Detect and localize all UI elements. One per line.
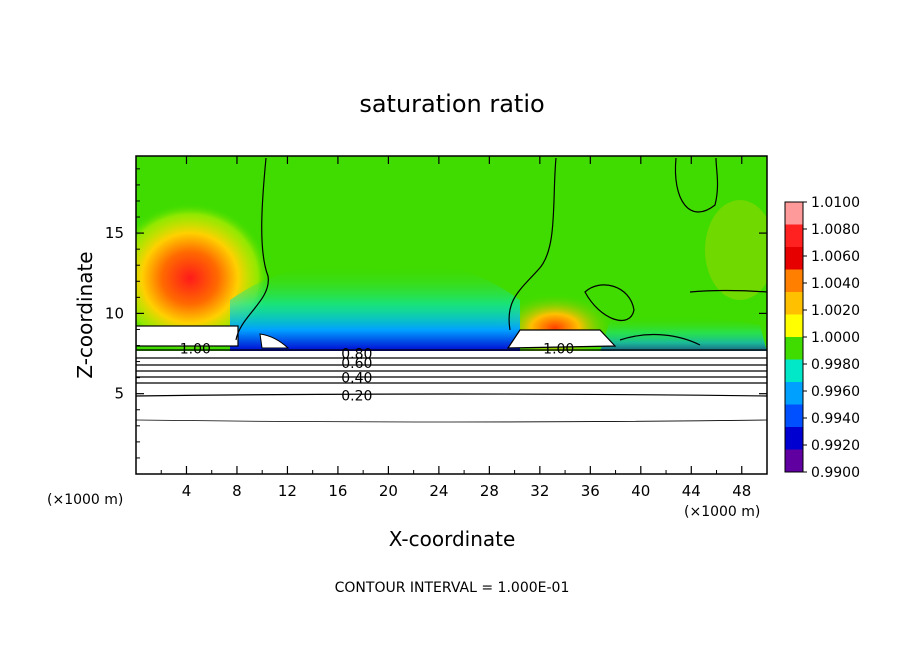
- contour-label: 0.80: [341, 347, 372, 363]
- colorbar-segment: [785, 449, 803, 473]
- x-tick-label: 8: [232, 482, 242, 500]
- colorbar-segment: [785, 404, 803, 428]
- colorbar-segment: [785, 314, 803, 338]
- x-tick-label: 24: [429, 482, 448, 500]
- colorbar-label: 1.0060: [811, 249, 860, 265]
- x-tick-label: 12: [278, 482, 297, 500]
- colorbar-label: 0.9980: [811, 357, 860, 373]
- y-tick-label: 10: [105, 304, 124, 322]
- x-tick-label: 44: [682, 482, 701, 500]
- colorbar-segment: [785, 202, 803, 225]
- y-tick-label: 5: [114, 385, 124, 403]
- colorbar-label: 1.0020: [811, 303, 860, 319]
- colorbar-label: 1.0040: [811, 276, 860, 292]
- contour-label: 0.60: [341, 356, 372, 372]
- x-axis: 4 8 12 16 20 24 28 32 36 40 44 48: [160, 156, 768, 500]
- colorbar-label: 0.9960: [811, 384, 860, 400]
- x-tick-label: 36: [581, 482, 600, 500]
- colorbar-label: 0.9940: [811, 411, 860, 427]
- x-unit-left: (×1000 m): [47, 492, 123, 508]
- contour-label: 0.20: [341, 388, 372, 404]
- colorbar-segment: [785, 269, 803, 293]
- contour-labels: 1.00 1.00 0.800.600.400.20: [180, 342, 575, 405]
- y-axis-label: Z-coordinate: [73, 251, 97, 378]
- colorbar-label: 1.0080: [811, 222, 860, 238]
- plot-frame: [135, 155, 768, 475]
- colorbar-segment: [785, 292, 803, 315]
- contour-interval: CONTOUR INTERVAL = 1.000E-01: [335, 580, 570, 596]
- colorbar-label: 1.0000: [811, 330, 860, 346]
- x-tick-label: 20: [379, 482, 398, 500]
- y-tick-label: 15: [105, 224, 124, 242]
- x-axis-label: X-coordinate: [389, 527, 516, 551]
- colorbar-label: 0.9900: [811, 465, 860, 481]
- contour-label: 1.00: [543, 342, 574, 358]
- colorbar-segment: [785, 427, 803, 450]
- chart-title: saturation ratio: [359, 90, 544, 118]
- colorbar-segment: [785, 382, 803, 405]
- x-tick-label: 48: [732, 482, 751, 500]
- x-unit-right: (×1000 m): [684, 504, 760, 520]
- colorbar-segment: [785, 359, 803, 383]
- x-tick-label: 16: [328, 482, 347, 500]
- colorbar: 1.0100 1.0080 1.0060 1.0040 1.0020 1.0000 0.99…: [784, 195, 860, 481]
- colorbar-segment: [785, 337, 803, 360]
- colorbar-label: 1.0100: [811, 195, 860, 211]
- colorbar-segment: [785, 224, 803, 248]
- contour-label: 1.00: [180, 342, 211, 358]
- y-axis: 5 10 15: [105, 168, 767, 459]
- colorbar-segment: [785, 247, 803, 270]
- x-tick-label: 32: [530, 482, 549, 500]
- x-tick-label: 28: [480, 482, 499, 500]
- x-tick-label: 4: [182, 482, 192, 500]
- contour-label: 0.40: [341, 371, 372, 387]
- colorbar-label: 0.9920: [811, 438, 860, 454]
- x-tick-label: 40: [631, 482, 650, 500]
- heatmap-field: [136, 156, 767, 474]
